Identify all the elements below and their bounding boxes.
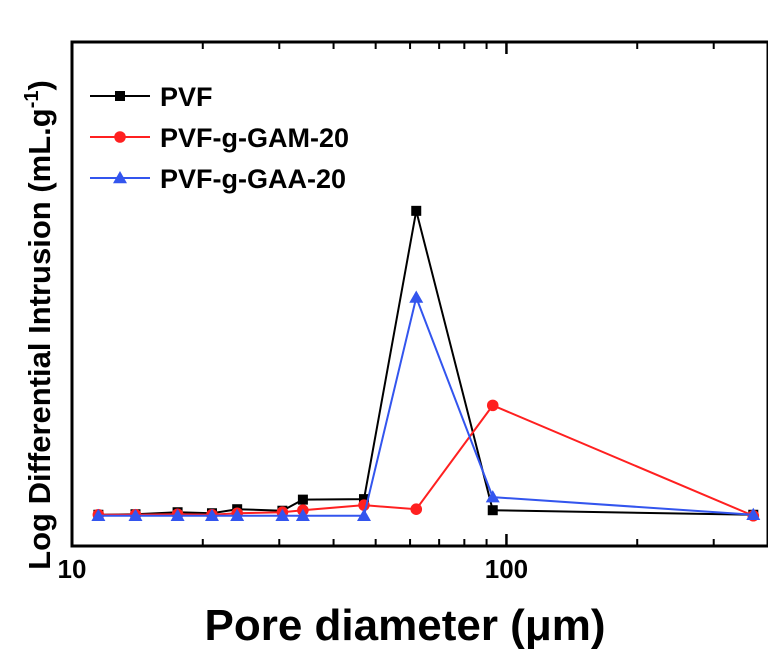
data-point-triangle (275, 508, 290, 522)
data-point-triangle (204, 508, 219, 522)
legend-label: PVF-g-GAM-20 (160, 123, 349, 153)
legend: PVF PVF-g-GAM-20 PVF-g-GAA-20 (90, 82, 349, 194)
legend-item: PVF-g-GAA-20 (90, 164, 346, 194)
x-axis-title: Pore diameter (μm) (204, 601, 605, 650)
y-axis-title-superscript: -1 (21, 90, 43, 108)
y-axis-title-suffix: ) (22, 80, 57, 90)
data-point-square (358, 494, 369, 505)
x-tick-label: 10 (58, 554, 87, 584)
x-minor-ticks (201, 42, 715, 546)
data-point-triangle (746, 507, 761, 521)
data-point-triangle (409, 290, 424, 303)
plot-frame (70, 40, 768, 548)
data-point-square (487, 505, 498, 516)
data-point-square (411, 205, 422, 216)
x-tick-label: 100 (485, 554, 528, 584)
x-major-ticks (70, 42, 508, 546)
data-point-triangle (295, 508, 310, 522)
data-point-triangle (170, 508, 185, 522)
data-point-triangle (356, 508, 371, 522)
legend-item: PVF-g-GAM-20 (90, 123, 349, 153)
data-point-circle (410, 503, 423, 516)
series-layer (91, 205, 761, 522)
y-axis-title-main: Log Differential Intrusion (mL.g (22, 108, 57, 570)
data-point-circle (114, 131, 126, 143)
legend-label: PVF (160, 82, 213, 112)
data-point-circle (486, 399, 499, 412)
series-pvf (93, 205, 759, 520)
series-line (98, 404, 754, 517)
data-point-triangle (128, 508, 143, 522)
series-line (98, 294, 754, 517)
data-point-triangle (230, 508, 245, 522)
data-point-triangle (485, 490, 500, 503)
data-point-triangle (113, 171, 127, 184)
legend-label: PVF-g-GAA-20 (160, 164, 346, 194)
x-tick-labels: 10 100 (58, 554, 529, 584)
data-point-square (115, 91, 125, 101)
legend-item: PVF (90, 82, 213, 112)
data-point-square (297, 494, 308, 505)
series-pvf-g-gam-20 (92, 399, 760, 522)
data-point-triangle (91, 508, 106, 522)
series-pvf-g-gaa-20 (91, 290, 761, 522)
y-axis-title: Log Differential Intrusion (mL.g-1) (21, 80, 57, 570)
series-line (98, 210, 754, 516)
